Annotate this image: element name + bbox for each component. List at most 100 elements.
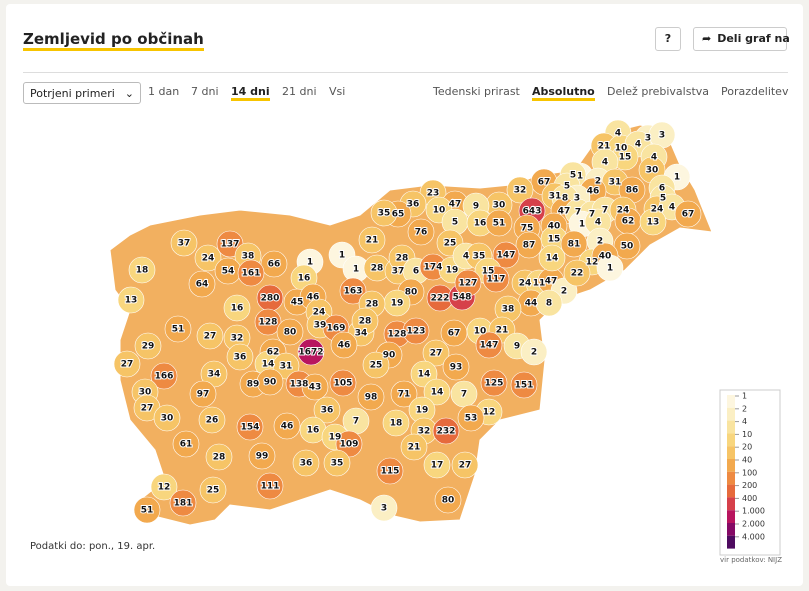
mode-tab[interactable]: Delež prebivalstva bbox=[607, 85, 710, 98]
municipality-value: 93 bbox=[450, 363, 463, 373]
municipality-value: 34 bbox=[208, 370, 221, 380]
municipality bbox=[423, 451, 451, 479]
municipality bbox=[451, 451, 479, 479]
municipality-value: 39 bbox=[314, 321, 327, 331]
municipality-value: 25 bbox=[444, 239, 457, 249]
municipality-value: 19 bbox=[329, 433, 342, 443]
municipality-value: 7 bbox=[575, 208, 581, 218]
municipality-value: 169 bbox=[327, 324, 346, 334]
municipality-value: 71 bbox=[398, 390, 411, 400]
municipality-value: 30 bbox=[139, 388, 152, 398]
municipality-value: 1672 bbox=[298, 348, 323, 358]
mode-tab[interactable]: Tedenski prirast bbox=[433, 85, 520, 98]
share-button[interactable]: ➦ Deli graf na bbox=[693, 27, 790, 51]
help-button[interactable]: ? bbox=[655, 27, 681, 51]
municipality-value: 23 bbox=[427, 189, 440, 199]
mode-tab[interactable]: Absolutno bbox=[532, 85, 595, 101]
municipality-value: 7 bbox=[461, 390, 467, 400]
municipality-value: 8 bbox=[546, 299, 552, 309]
municipality-value: 14 bbox=[262, 360, 275, 370]
period-tab[interactable]: 7 dni bbox=[191, 85, 219, 98]
legend-color bbox=[727, 420, 735, 434]
municipality bbox=[153, 404, 181, 432]
legend-color bbox=[727, 459, 735, 472]
municipality-value: 10 bbox=[433, 206, 446, 216]
municipality bbox=[199, 476, 227, 504]
municipality-value: 7 bbox=[353, 417, 359, 427]
municipality-value: 97 bbox=[197, 390, 210, 400]
municipality-value: 21 bbox=[366, 236, 379, 246]
municipality bbox=[260, 250, 288, 278]
municipality-value: 117 bbox=[487, 275, 506, 285]
municipality-value: 40 bbox=[548, 222, 561, 232]
municipality bbox=[339, 277, 367, 305]
municipality-value: 28 bbox=[359, 317, 372, 327]
mode-tab[interactable]: Porazdelitev bbox=[721, 85, 789, 98]
municipality-value: 34 bbox=[355, 329, 368, 339]
municipality-value: 8 bbox=[562, 194, 568, 204]
municipality-value: 44 bbox=[525, 299, 538, 309]
municipality-value: 99 bbox=[256, 452, 269, 462]
municipality bbox=[150, 473, 178, 501]
legend-color bbox=[727, 446, 735, 459]
municipality-value: 32 bbox=[514, 186, 527, 196]
municipality-value: 51 bbox=[172, 325, 185, 335]
municipality bbox=[256, 472, 284, 500]
municipality-value: 2 bbox=[595, 177, 601, 187]
municipality bbox=[407, 218, 435, 246]
municipality bbox=[323, 449, 351, 477]
municipality bbox=[423, 378, 451, 406]
municipality-value: 28 bbox=[396, 254, 409, 264]
municipality-value: 53 bbox=[465, 414, 478, 424]
municipality-value: 21 bbox=[598, 142, 611, 152]
municipality-value: 1 bbox=[607, 264, 613, 274]
municipality-value: 147 bbox=[497, 251, 516, 261]
municipality-value: 232 bbox=[437, 427, 456, 437]
municipality bbox=[560, 230, 588, 258]
municipality-value: 54 bbox=[222, 267, 235, 277]
municipality-value: 137 bbox=[221, 240, 240, 250]
municipality-value: 46 bbox=[587, 187, 600, 197]
municipality bbox=[515, 231, 543, 259]
card: Zemljevid po občinah ? ➦ Deli graf na Pot… bbox=[6, 4, 803, 586]
municipality-value: 166 bbox=[155, 372, 174, 382]
source: vir podatkov: NIJZ bbox=[720, 556, 782, 564]
municipality-value: 6 bbox=[413, 267, 419, 277]
period-tab[interactable]: 14 dni bbox=[231, 85, 270, 101]
municipality bbox=[485, 209, 513, 237]
legend-color bbox=[727, 535, 735, 549]
municipality-value: 28 bbox=[366, 300, 379, 310]
municipality-value: 1 bbox=[353, 265, 359, 275]
legend-color bbox=[727, 471, 735, 485]
municipality-value: 222 bbox=[431, 294, 450, 304]
municipality-value: 21 bbox=[408, 443, 421, 453]
municipality-value: 80 bbox=[442, 496, 455, 506]
municipality-value: 36 bbox=[234, 353, 247, 363]
divider bbox=[23, 72, 788, 73]
municipality-value: 280 bbox=[261, 294, 280, 304]
municipality-value: 7 bbox=[589, 210, 595, 220]
period-tab[interactable]: 21 dni bbox=[282, 85, 317, 98]
municipality bbox=[400, 433, 428, 461]
municipality bbox=[535, 289, 563, 317]
municipality-value: 86 bbox=[626, 186, 639, 196]
municipality-value: 22 bbox=[571, 269, 584, 279]
period-tab[interactable]: Vsi bbox=[329, 85, 346, 98]
municipality-value: 27 bbox=[459, 461, 472, 471]
municipality-value: 32 bbox=[418, 427, 431, 437]
period-tab[interactable]: 1 dan bbox=[148, 85, 180, 98]
municipality-value: 548 bbox=[453, 293, 472, 303]
municipality-value: 5 bbox=[452, 218, 458, 228]
municipality-value: 64 bbox=[196, 280, 209, 290]
municipality bbox=[329, 369, 357, 397]
municipality-value: 10 bbox=[615, 144, 628, 154]
municipality bbox=[292, 449, 320, 477]
municipality-value: 181 bbox=[174, 499, 193, 509]
legend-label: 10 bbox=[742, 430, 752, 439]
municipality bbox=[422, 339, 450, 367]
metric-select[interactable]: Potrjeni primeri ⌄ bbox=[23, 82, 141, 104]
municipality-value: 7 bbox=[602, 206, 608, 216]
municipality-value: 66 bbox=[268, 260, 281, 270]
municipality-value: 62 bbox=[622, 217, 635, 227]
municipality-value: 35 bbox=[378, 209, 391, 219]
